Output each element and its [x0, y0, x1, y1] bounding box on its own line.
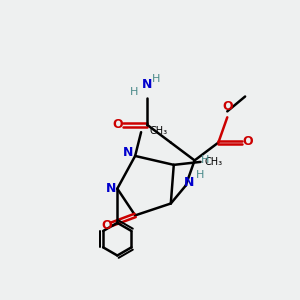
Text: H: H: [130, 87, 138, 97]
Text: O: O: [243, 135, 254, 148]
Text: N: N: [184, 176, 194, 189]
Text: O: O: [112, 118, 123, 131]
Text: CH₃: CH₃: [150, 126, 168, 136]
Text: N: N: [122, 146, 133, 160]
Text: O: O: [102, 219, 112, 232]
Text: N: N: [142, 78, 152, 91]
Text: CH₃: CH₃: [205, 157, 223, 167]
Text: H: H: [152, 74, 160, 84]
Text: O: O: [222, 100, 232, 113]
Text: H: H: [201, 155, 209, 165]
Text: N: N: [106, 182, 116, 195]
Text: H: H: [196, 170, 205, 180]
